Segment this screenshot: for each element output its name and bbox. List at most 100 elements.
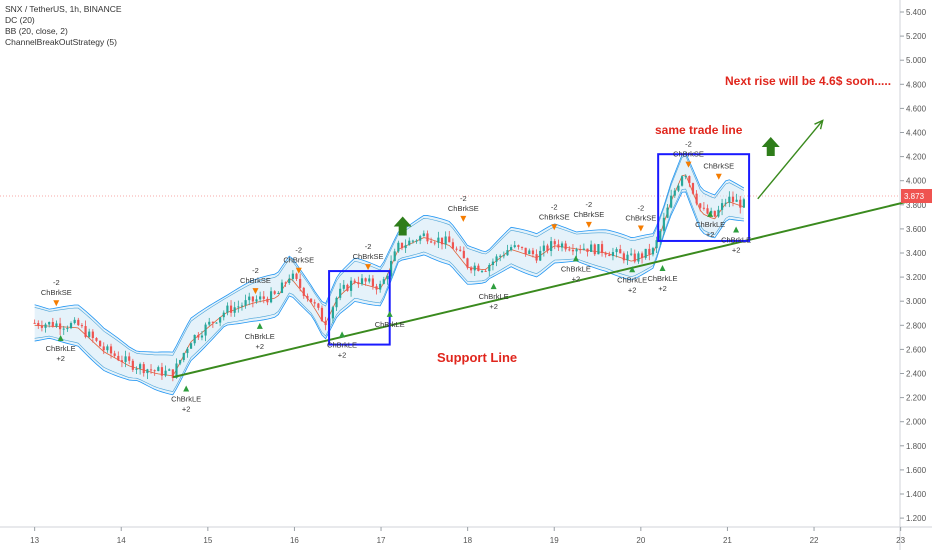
candle-body <box>164 370 167 376</box>
highlight-box <box>657 153 751 242</box>
candle-body <box>295 273 298 279</box>
time-axis[interactable]: 13 14 15 16 17 18 19 20 21 22 23 <box>30 527 906 545</box>
candle-body <box>51 321 54 327</box>
candle-body <box>651 248 655 255</box>
x-tick-label: 18 <box>463 536 472 545</box>
candle-body <box>731 196 735 202</box>
candle-body <box>73 319 76 324</box>
candle-body <box>535 254 538 261</box>
candle-body <box>59 323 62 330</box>
signal-label: ChBrkSE <box>41 288 72 297</box>
candle-body <box>160 367 164 376</box>
candle-body <box>324 321 327 326</box>
signal-label: ChBrkSE <box>703 162 734 171</box>
candle-body <box>251 296 254 302</box>
candle-body <box>633 253 636 262</box>
candle-body <box>546 245 549 252</box>
candle-body <box>157 367 160 372</box>
support-line-annotation: Support Line <box>437 350 518 365</box>
candle-body <box>149 369 153 371</box>
candle-body <box>691 183 695 194</box>
candle-body <box>117 355 120 361</box>
candle-body <box>415 240 418 242</box>
candle-body <box>528 250 531 255</box>
candle-body <box>542 245 545 251</box>
last-price-label: 3.873 <box>904 192 925 201</box>
candle-body <box>695 193 698 204</box>
candle-body <box>571 249 575 252</box>
candle-body <box>379 283 382 290</box>
short-entry-arrow-icon <box>365 264 372 271</box>
candle-body <box>357 282 360 285</box>
candle-body <box>662 217 665 231</box>
candle-body <box>226 305 229 313</box>
candle-body <box>106 346 109 351</box>
candle-body <box>473 265 476 271</box>
projection-arrow-head <box>814 119 824 130</box>
candle-body <box>502 255 505 257</box>
candle-body <box>673 190 676 196</box>
candle-body <box>579 249 582 251</box>
candle-body <box>124 356 127 362</box>
signal-qty: -2 <box>252 266 259 275</box>
candle-body <box>495 256 498 262</box>
short-entry-arrow-icon <box>551 224 558 231</box>
y-tick-label: 3.600 <box>906 225 927 234</box>
projection-arrow-line <box>757 120 824 200</box>
candle-body <box>739 199 742 208</box>
candle-body <box>459 249 462 251</box>
candle-body <box>728 196 731 203</box>
x-tick-label: 19 <box>550 536 559 545</box>
signal-label: ChBrkSE <box>573 210 604 219</box>
signal-qty: +2 <box>732 245 741 254</box>
signal-qty: -2 <box>551 202 558 211</box>
last-price-tag <box>901 189 932 204</box>
candle-body <box>397 242 400 252</box>
candle-body <box>393 251 396 261</box>
candle-body <box>353 280 356 283</box>
candle-body <box>597 244 600 255</box>
y-tick-label: 5.000 <box>906 56 927 65</box>
candle-body <box>262 296 265 299</box>
up-arrow-icon <box>761 136 780 156</box>
y-tick-label: 3.000 <box>906 297 927 306</box>
candle-body <box>520 246 524 248</box>
candle-body <box>484 270 487 272</box>
candle-body <box>55 323 58 327</box>
y-tick-label: 3.400 <box>906 249 927 258</box>
x-tick-label: 20 <box>636 536 645 545</box>
candle-body <box>288 278 291 283</box>
candle-body <box>146 369 149 374</box>
candle-body <box>222 312 225 318</box>
candle-body <box>400 242 404 249</box>
candle-body <box>211 321 214 323</box>
candle-body <box>713 210 716 217</box>
long-entry-arrow-icon <box>707 210 714 217</box>
price-axis[interactable]: 5.400 5.200 5.000 4.800 4.600 4.400 4.200 4.000… <box>900 8 932 523</box>
short-entry-arrow-icon <box>53 300 60 307</box>
candle-body <box>564 243 567 250</box>
long-entry-arrow-icon <box>339 331 346 338</box>
candle-body <box>229 305 233 313</box>
candle-body <box>200 335 204 338</box>
candle-body <box>84 326 87 337</box>
candle-body <box>466 258 469 268</box>
candle-body <box>448 236 451 243</box>
candle-body <box>88 331 91 337</box>
long-entry-arrow-icon <box>490 283 497 290</box>
candle-body <box>335 297 338 308</box>
candle-body <box>182 353 185 361</box>
candle-body <box>99 340 102 347</box>
short-entry-arrow-icon <box>585 221 592 228</box>
candle-body <box>342 284 345 289</box>
next-rise-annotation: Next rise will be 4.6$ soon..... <box>725 74 892 88</box>
candle-body <box>724 202 727 204</box>
candle-body <box>491 261 495 265</box>
candle-body <box>600 244 604 253</box>
candle-body <box>255 299 258 302</box>
y-tick-label: 4.600 <box>906 104 927 113</box>
candle-body <box>408 240 411 246</box>
up-arrows <box>393 136 780 236</box>
candle-body <box>291 273 294 279</box>
